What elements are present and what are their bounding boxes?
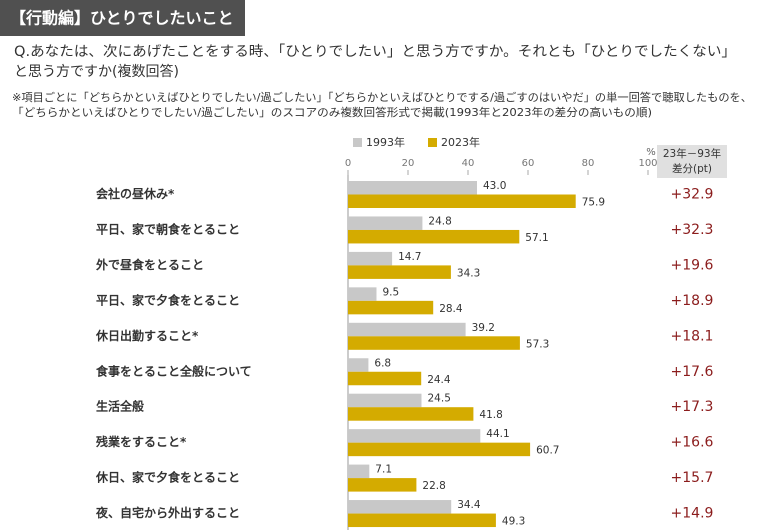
header-title: 【行動編】ひとりでしたいこと — [10, 9, 234, 28]
difference-label: +18.9 — [671, 293, 714, 309]
legend-swatch — [353, 138, 362, 147]
difference-subtitle: 差分(pt) — [672, 162, 712, 175]
value-label: 34.4 — [457, 499, 481, 511]
bar — [348, 442, 531, 457]
question: Q.あなたは、次にあげたことをする時、「ひとりでしたい」と思う方ですか。それとも… — [14, 44, 736, 60]
difference-label: +32.9 — [671, 187, 714, 203]
value-label: 28.4 — [439, 303, 463, 315]
category-label: 外で昼食をとること — [96, 257, 204, 272]
bar — [348, 358, 369, 372]
bar — [348, 393, 422, 408]
bar — [348, 229, 520, 244]
value-label: 24.5 — [428, 393, 451, 405]
category-label: 休日、家で夕食をとること — [95, 470, 240, 485]
value-label: 7.1 — [375, 464, 392, 476]
legend-label: 1993年 — [366, 135, 405, 149]
bar — [348, 251, 393, 266]
difference-label: +17.3 — [671, 399, 714, 415]
category-label: 休日出勤すること* — [95, 328, 199, 343]
difference-title: 23年－93年 — [663, 147, 721, 160]
bar — [348, 407, 474, 421]
category-label: 平日、家で朝食をとること — [96, 221, 240, 236]
axis-unit: % — [646, 147, 656, 158]
difference-label: +32.3 — [671, 222, 714, 238]
value-label: 24.8 — [428, 215, 451, 227]
bar — [348, 464, 370, 479]
note: ※項目ごとに「どちらかといえばひとりでしたい/過ごしたい」「どちらかといえばひと… — [12, 90, 752, 104]
bar — [348, 500, 452, 514]
difference-label: +19.6 — [671, 257, 714, 273]
bar — [348, 216, 423, 230]
difference-header-box — [657, 145, 727, 178]
x-tick-label: 20 — [402, 158, 415, 169]
value-label: 6.8 — [374, 357, 391, 369]
category-label: 会社の昼休み* — [96, 186, 175, 201]
bar — [348, 265, 451, 279]
value-label: 57.3 — [526, 338, 549, 350]
header-box — [0, 0, 245, 36]
difference-label: +16.6 — [671, 435, 714, 451]
value-label: 9.5 — [383, 286, 400, 298]
x-tick-label: 100 — [638, 158, 657, 169]
difference-label: +15.7 — [671, 470, 714, 486]
difference-label: +18.1 — [671, 328, 714, 344]
bar — [348, 194, 576, 208]
category-label: 平日、家で夕食をとること — [96, 292, 240, 307]
value-label: 43.0 — [483, 180, 506, 192]
x-tick-label: 60 — [522, 158, 535, 169]
value-label: 60.7 — [536, 445, 559, 457]
x-tick-label: 80 — [582, 158, 595, 169]
value-label: 24.4 — [427, 374, 451, 386]
legend-label: 2023年 — [441, 135, 480, 149]
difference-label: +14.9 — [671, 506, 714, 522]
x-tick-label: 0 — [345, 158, 351, 169]
bar — [348, 287, 377, 301]
value-label: 22.8 — [422, 480, 445, 492]
value-label: 41.8 — [479, 409, 502, 421]
category-label: 残業をすること* — [96, 434, 187, 449]
value-label: 14.7 — [398, 251, 421, 263]
x-tick-label: 40 — [462, 158, 475, 169]
bar — [348, 371, 422, 386]
bar — [348, 478, 417, 492]
value-label: 75.9 — [582, 197, 605, 209]
bar — [348, 181, 477, 195]
category-label: 夜、自宅から外出すること — [95, 505, 240, 520]
legend-swatch — [428, 138, 437, 147]
category-label: 生活全般 — [96, 399, 144, 414]
value-label: 34.3 — [457, 267, 480, 279]
category-label: 食事をとること全般について — [95, 363, 252, 378]
bar — [348, 336, 520, 350]
value-label: 44.1 — [486, 428, 509, 440]
bar — [348, 429, 481, 443]
bar — [348, 322, 466, 337]
question: と思う方ですか(複数回答) — [14, 63, 179, 80]
value-label: 49.3 — [502, 516, 525, 528]
bar — [348, 300, 434, 315]
bar — [348, 513, 496, 528]
note: 「どちらかといえばひとりでしたい/過ごしたい」のスコアのみ複数回答形式で掲載(1… — [12, 105, 652, 119]
value-label: 57.1 — [525, 232, 548, 244]
value-label: 39.2 — [472, 322, 495, 334]
difference-label: +17.6 — [671, 364, 714, 380]
